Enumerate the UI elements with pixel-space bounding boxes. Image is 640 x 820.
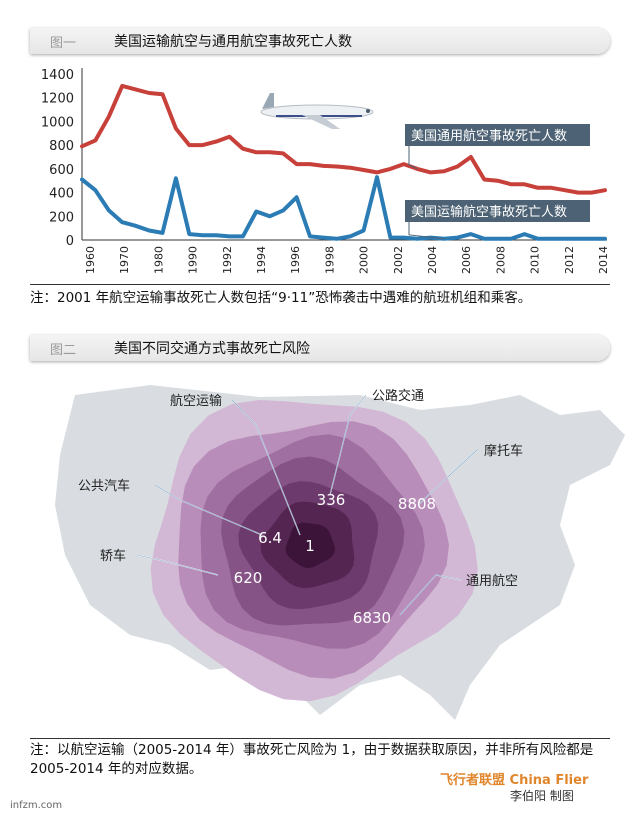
x-tick-label: 1994 <box>255 246 268 274</box>
callout-leader <box>408 222 445 240</box>
risk-value-label: 6.4 <box>258 529 282 547</box>
figure1-line-chart: 0 200 400 600 800 1000 1200 1400 1960 1970 1980 19… <box>41 68 610 274</box>
risk-value-label: 8808 <box>398 495 436 513</box>
y-tick-label: 800 <box>49 139 74 154</box>
maker-credit: 李伯阳 制图 <box>510 789 574 803</box>
risk-value-label: 1 <box>305 537 315 555</box>
figure1-number: 图一 <box>50 36 77 51</box>
y-tick-label: 1200 <box>41 92 74 107</box>
figure1-note-rule <box>30 284 610 285</box>
risk-value-label: 336 <box>317 491 346 509</box>
series-line-1 <box>80 175 607 241</box>
risk-leader-line-core <box>329 394 367 496</box>
series-callout-label: 美国通用航空事故死亡人数 <box>411 128 567 144</box>
series-callout-label: 美国运输航空事故死亡人数 <box>411 204 567 220</box>
source-site: infzm.com <box>10 800 63 811</box>
x-tick-label: 1980 <box>152 246 165 274</box>
risk-leader-line-core <box>136 554 219 576</box>
series-callout-box <box>405 200 590 222</box>
x-tick-label: 1992 <box>221 246 234 274</box>
y-tick-label: 1400 <box>41 68 74 83</box>
risk-value-label: 6830 <box>353 609 391 627</box>
x-tick-label: 2002 <box>392 246 405 274</box>
risk-leader-line-core <box>417 448 479 506</box>
figure2-number: 图二 <box>50 343 77 358</box>
y-tick-label: 400 <box>49 187 74 202</box>
figure1-header: 图一 美国运输航空与通用航空事故死亡人数 <box>30 28 610 54</box>
x-tick-label: 2008 <box>494 246 507 274</box>
figure2-header: 图二 美国不同交通方式事故死亡风险 <box>30 335 610 361</box>
x-tick-label: 1970 <box>118 246 131 274</box>
figure1-title: 美国运输航空与通用航空事故死亡人数 <box>114 34 352 50</box>
callout-leader <box>408 146 418 170</box>
x-tick-label: 2000 <box>358 246 371 274</box>
series-line-0 <box>80 83 607 195</box>
y-tick-label: 200 <box>49 210 74 225</box>
x-tick-label: 2010 <box>529 246 542 274</box>
x-tick-label: 1990 <box>187 246 200 274</box>
risk-category-label: 通用航空 <box>466 573 518 589</box>
figure2-note: 注：以航空运输（2005-2014 年）事故死亡风险为 1，由于数据获取原因，并… <box>30 742 594 777</box>
y-tick-label: 0 <box>66 234 74 249</box>
x-tick-label: 2014 <box>597 246 610 274</box>
series-callout-box <box>405 124 590 146</box>
x-tick-label: 1998 <box>323 246 336 274</box>
airplane-illustration <box>260 93 374 129</box>
risk-leader-line-core <box>399 574 462 616</box>
x-tick-label: 1996 <box>289 246 302 274</box>
figure2-title: 美国不同交通方式事故死亡风险 <box>114 341 310 357</box>
y-tick-label: 600 <box>49 163 74 178</box>
risk-ring-6 <box>285 522 335 568</box>
figure2-risk-chart: 航空运输 1 公共汽车 6.4 轿车 620 公路交通 336 摩托车 8808 通用航空 6830 <box>55 385 625 720</box>
figure2-note-rule <box>30 738 610 739</box>
risk-category-label: 公共汽车 <box>78 478 130 494</box>
x-tick-label: 1960 <box>84 246 97 274</box>
x-tick-label: 2006 <box>460 246 473 274</box>
x-tick-label: 2004 <box>426 246 439 274</box>
risk-category-label: 轿车 <box>100 548 126 564</box>
watermark-text: 飞行者联盟 China Flier <box>440 773 589 788</box>
risk-category-label: 航空运输 <box>170 393 222 409</box>
risk-category-label: 公路交通 <box>372 388 424 404</box>
y-tick-label: 1000 <box>41 115 74 130</box>
x-tick-label: 2012 <box>563 246 576 274</box>
figure1-note: 注：2001 年航空运输事故死亡人数包括“9·11”恐怖袭击中遇难的航班机组和乘… <box>30 290 532 306</box>
risk-leader-line-core <box>231 399 301 536</box>
risk-leader-line-core <box>154 484 263 536</box>
risk-value-label: 620 <box>234 569 263 587</box>
risk-category-label: 摩托车 <box>484 443 523 459</box>
